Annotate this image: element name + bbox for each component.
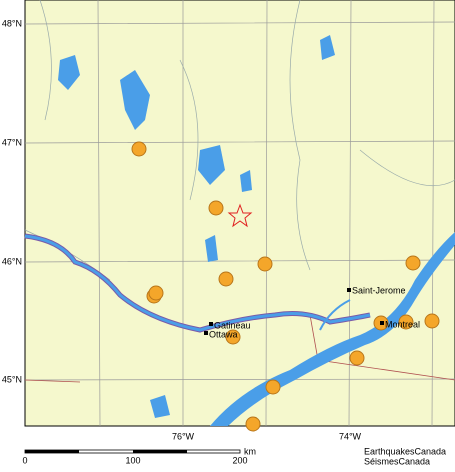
earthquake: [257, 256, 273, 272]
scale-label: 200: [232, 455, 247, 465]
river: [319, 299, 351, 331]
place-label: Gatineau: [214, 320, 251, 330]
lake: [320, 35, 335, 60]
ottawa-river: [24, 234, 371, 332]
scale-unit: km: [244, 446, 256, 456]
lake: [150, 395, 170, 418]
map-area: [24, 0, 455, 427]
earthquake: [225, 329, 241, 345]
parallels: [24, 21, 455, 381]
lakes: [58, 35, 335, 418]
place-label: Montreal: [385, 319, 420, 329]
lake: [120, 70, 150, 130]
lat-label: 48°N: [2, 18, 22, 28]
earthquake: [148, 285, 164, 301]
earthquake: [131, 141, 147, 157]
meridians: [97, 0, 435, 427]
earthquake: [245, 416, 261, 432]
lake: [198, 145, 225, 185]
earthquake: [349, 350, 365, 366]
lake: [240, 170, 252, 192]
lat-label: 46°N: [2, 256, 22, 266]
earthquakes: [131, 141, 440, 432]
scale-label: 100: [125, 455, 140, 465]
city-marker: [380, 321, 384, 325]
lat-label: 47°N: [2, 137, 22, 147]
city-marker: [347, 288, 351, 292]
lake: [205, 235, 218, 262]
earthquake: [405, 255, 421, 271]
lat-label: 45°N: [2, 374, 22, 384]
st-lawrence-river: [210, 232, 455, 426]
scale-bar-segment: [133, 450, 187, 453]
scale-label: 0: [22, 455, 27, 465]
scale-bar-segment: [25, 450, 79, 453]
place-label: Saint-Jerome: [352, 285, 406, 295]
graticule: [24, 0, 455, 427]
city-marker: [209, 322, 213, 326]
lon-label: 74°W: [339, 431, 362, 441]
earthquake: [424, 313, 440, 329]
latitude-labels: 48°N 47°N 46°N 45°N: [2, 18, 22, 384]
earthquake: [265, 379, 281, 395]
lon-label: 76°W: [172, 431, 195, 441]
lake: [58, 55, 80, 90]
earthquake: [218, 271, 234, 287]
epicenter-star: [227, 203, 253, 228]
earthquake: [208, 200, 224, 216]
credit: SéismesCanada: [364, 456, 430, 466]
city-marker: [204, 331, 208, 335]
credit: EarthquakesCanada: [364, 446, 446, 456]
place-label: Ottawa: [209, 329, 238, 339]
watersheds: [24, 0, 455, 281]
scale-bar: 0 100 200 km: [22, 446, 256, 465]
earthquake: [398, 314, 414, 330]
